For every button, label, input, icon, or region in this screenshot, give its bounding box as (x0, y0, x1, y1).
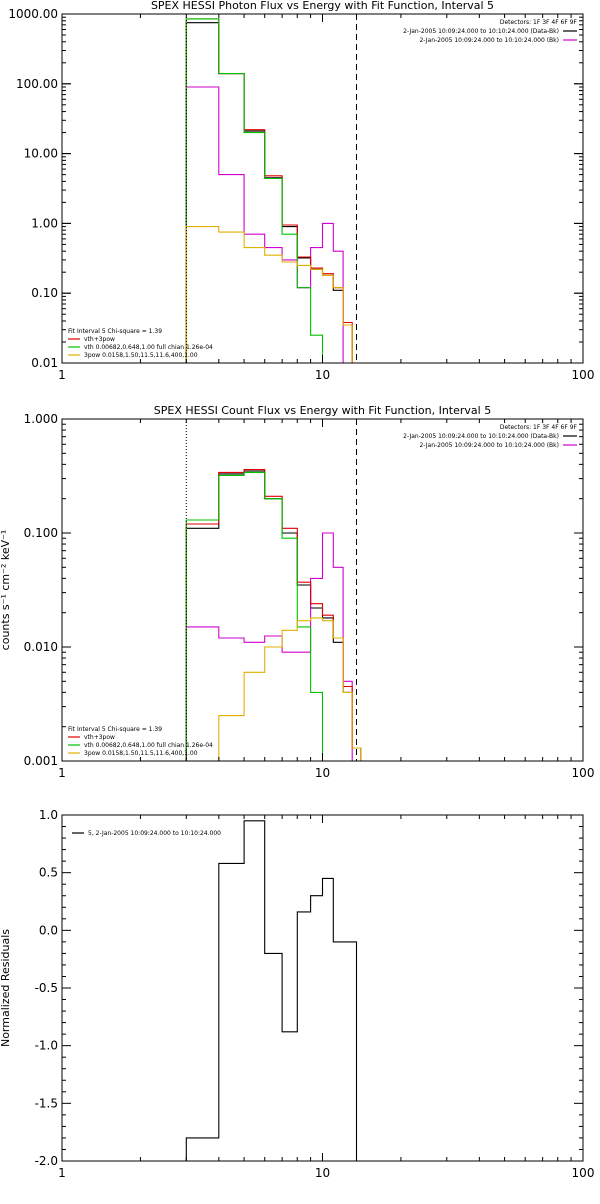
y-tick-label: 0.01 (31, 356, 58, 370)
series-4-step-line (185, 471, 369, 761)
y-tick-label: 10.00 (24, 147, 58, 161)
chart-title: SPEX HESSI Count Flux vs Energy with Fit… (154, 404, 491, 417)
x-tick-label: 10 (315, 368, 330, 382)
x-tick-label: 100 (572, 368, 595, 382)
legend-entry-text: 2-Jan-2005 10:09:24.000 to 10:10:24.000 … (419, 442, 559, 449)
legend-entry-text: 3pow 0.0158,1.50,11.5,11.6,400,1.00 (84, 352, 198, 359)
legend-entry-text: Fit Interval 5 Chi-square = 1.39 (68, 328, 162, 335)
y-tick-label: 0.010 (24, 640, 58, 654)
y-tick-label: 1000.00 (8, 7, 58, 21)
data-series-group (185, 18, 369, 363)
y-tick-label: 0.10 (31, 286, 58, 300)
series-3-step-line (185, 18, 369, 363)
x-tick-label: 10 (315, 1166, 330, 1180)
chart-panel-2: SPEX HESSI Count Flux vs Energy with Fit… (0, 404, 594, 780)
legend-entry-text: vth+3pow (84, 336, 115, 343)
series-3-step-line (185, 469, 369, 761)
series-1-step-line (185, 22, 369, 363)
x-tick-label: 100 (572, 766, 595, 780)
y-tick-label: -1.5 (35, 1096, 58, 1110)
y-tick-label: -1.0 (35, 1039, 58, 1053)
y-tick-label: 0.0 (39, 923, 58, 937)
series-2-step-line (185, 86, 369, 363)
series-5-step-line (186, 617, 369, 761)
chart-panel-3: Normalized Residuals 1 10 100 1.0 0.5 0.0 -0.5 -… (0, 808, 594, 1180)
legend-entry-text: 2-Jan-2005 10:09:24.000 to 10:10:24.000 … (403, 433, 559, 440)
series-5-step-line (185, 226, 369, 363)
plot-frame (61, 814, 584, 1162)
series-1-step-line (185, 470, 369, 761)
legend-entry-text: vth 0.00682,0.648,1.00 full chian 1.26e-… (84, 742, 213, 749)
y-tick-label: 0.5 (39, 866, 58, 880)
y-axis-label: counts s⁻¹ cm⁻² keV⁻¹ (0, 530, 12, 651)
x-tick-label: 10 (315, 766, 330, 780)
legend-entry-text: 2-Jan-2005 10:09:24.000 to 10:10:24.000 … (403, 28, 559, 35)
legend-entry-text: vth 0.00682,0.648,1.00 full chian 1.26e-… (84, 344, 213, 351)
y-tick-label: 1.0 (39, 808, 58, 822)
y-tick-label: 1.00 (31, 216, 58, 230)
y-axis-label: Normalized Residuals (0, 929, 12, 1047)
series-1-step-line (185, 820, 358, 1161)
legend-entry-text: 3pow 0.0158,1.50,11.5,11.6,400,1.00 (84, 750, 198, 757)
chart-title: SPEX HESSI Photon Flux vs Energy with Fi… (151, 0, 494, 12)
legend-entry-text: Fit Interval 5 Chi-square = 1.39 (68, 726, 162, 733)
chart-panel-1: SPEX HESSI Photon Flux vs Energy with Fi… (8, 0, 594, 382)
y-tick-label: 1.000 (24, 412, 58, 426)
x-tick-label: 1 (58, 368, 66, 382)
y-tick-label: -2.0 (35, 1154, 58, 1168)
legend-entry-text: 2-Jan-2005 10:09:24.000 to 10:10:24.000 … (419, 37, 559, 44)
data-series-group (185, 820, 358, 1161)
x-tick-label: 100 (572, 1166, 595, 1180)
legend-entry-text: Detectors: 1F 3F 4F 6F 9F (500, 424, 578, 431)
x-tick-label: 1 (58, 1166, 66, 1180)
legend-entry-text: 5, 2-Jan-2005 10:09:24.000 to 10:10:24.0… (88, 830, 221, 837)
x-tick-label: 1 (58, 766, 66, 780)
y-tick-label: -0.5 (35, 981, 58, 995)
y-tick-label: 0.001 (24, 754, 58, 768)
legend-entry-text: Detectors: 1F 3F 4F 6F 9F (500, 19, 578, 26)
series-4-step-line (185, 18, 369, 363)
y-tick-label: 100.00 (16, 77, 58, 91)
plot-frame (61, 13, 584, 364)
legend-entry-text: vth+3pow (84, 734, 115, 741)
data-series-group (185, 469, 369, 761)
y-tick-label: 0.100 (24, 526, 58, 540)
